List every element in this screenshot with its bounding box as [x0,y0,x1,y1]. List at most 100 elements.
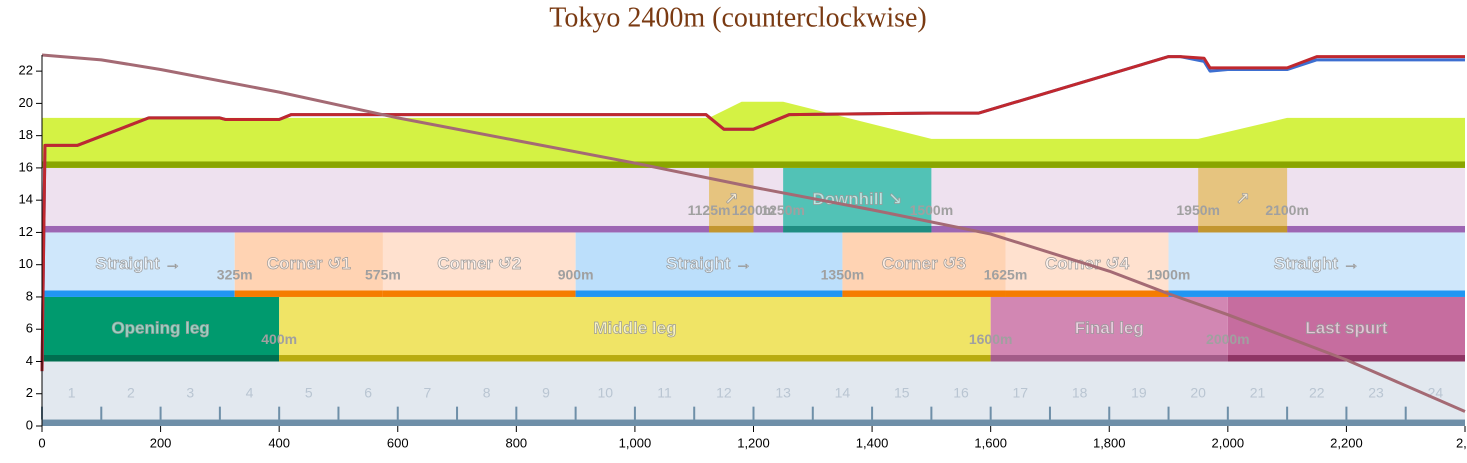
phases-segment [42,296,280,362]
elevation-area [42,101,1465,168]
track-strip [575,290,843,297]
sections-strip [42,419,1465,426]
y-tick-label: 12 [19,224,33,239]
boundary-label: 1500m [910,202,954,218]
y-tick-label: 22 [19,63,33,78]
y-tick-label: 14 [19,192,33,207]
x-tick-label: 2,4 [1456,435,1467,450]
section-label: 16 [953,384,969,400]
boundary-label: 1200m [732,202,776,218]
phases-segment [990,296,1228,362]
slopes-strip [709,225,754,233]
y-tick-label: 10 [19,256,33,271]
section-label: 18 [1072,384,1088,400]
boundary-label: 1125m [688,202,731,218]
slopes-strip [783,225,932,233]
slopes-label: ↗ [724,190,738,209]
section-label: 6 [364,384,372,400]
series-line [41,53,1466,413]
phases-label: Last spurt [1305,319,1388,338]
y-tick-label: 16 [19,159,33,174]
boundary-label: 1950m [1176,202,1220,218]
y-tick-label: 8 [26,288,33,303]
section-label: 2 [127,384,135,400]
y-tick-label: 18 [19,127,33,142]
track-label: Straight → [95,254,181,273]
section-label: 11 [657,384,672,400]
track-segment [1168,232,1465,297]
section-label: 14 [835,384,851,400]
section-label: 23 [1368,384,1384,400]
track-strip [42,290,235,297]
boundary-label: 400m [261,331,297,347]
section-label: 13 [775,384,791,400]
track-strip [382,290,576,297]
x-tick-label: 2,000 [1212,435,1245,450]
phases-label: Middle leg [593,319,676,338]
slopes-segment [783,167,932,233]
track-strip [1005,290,1169,297]
slopes-segment [1198,167,1288,233]
section-label: 19 [1131,384,1147,400]
series-line [40,55,1465,372]
y-tick-label: 0 [26,417,33,432]
section-label: 17 [1013,384,1029,400]
section-label: 7 [423,384,431,400]
x-tick-label: 1,800 [1093,435,1126,450]
section-label: 3 [186,384,194,400]
x-tick-label: 0 [38,435,45,450]
phases-segment [279,296,991,362]
section-label: 9 [542,384,550,400]
boundary-label: 1250m [761,202,805,218]
section-label: 12 [716,384,732,400]
section-label: 15 [894,384,910,400]
boundary-label: 900m [558,267,594,283]
phases-strip [990,355,1228,362]
track-segment [382,232,576,297]
boundary-label: 325m [217,267,253,283]
section-label: 20 [1190,384,1206,400]
track-segment [42,232,235,297]
slopes-strip [1198,225,1288,233]
track-label: Straight → [1274,254,1360,273]
x-tick-label: 1,600 [974,435,1007,450]
x-tick-label: 2,200 [1330,435,1363,450]
y-tick-label: 20 [19,95,33,110]
phases-label: Final leg [1075,319,1144,338]
boundary-label: 575m [365,267,401,283]
track-label: Straight → [666,254,752,273]
slopes-label: ↗ [1236,190,1250,209]
elevation-strip [42,161,1465,168]
track-label: Corner ↺2 [437,254,521,273]
y-tick-label: 4 [26,353,33,368]
boundary-label: 1350m [821,267,865,283]
boundary-label: 1625m [984,267,1028,283]
x-tick-label: 400 [268,435,290,450]
section-label: 10 [597,384,613,400]
x-tick-label: 1,200 [737,435,770,450]
x-tick-label: 600 [387,435,409,450]
track-segment [234,232,383,297]
phases-strip [42,355,280,362]
boundary-label: 2100m [1265,202,1309,218]
x-tick-label: 200 [150,435,172,450]
track-label: Corner ↺1 [267,254,351,273]
boundary-label: 1900m [1147,267,1191,283]
phases-label: Opening leg [111,319,209,338]
track-label: Corner ↺3 [882,254,966,273]
section-label: 21 [1250,384,1266,400]
section-label: 1 [68,384,76,400]
section-label: 22 [1309,384,1325,400]
phases-strip [1227,355,1465,362]
section-label: 8 [483,384,491,400]
track-segment [575,232,843,297]
track-strip [842,290,1006,297]
track-segment [842,232,1006,297]
y-tick-label: 2 [26,385,33,400]
y-tick-label: 6 [26,321,33,336]
x-tick-label: 1,400 [856,435,889,450]
boundary-label: 2000m [1206,331,1250,347]
boundary-label: 1600m [969,331,1013,347]
section-label: 4 [246,384,254,400]
